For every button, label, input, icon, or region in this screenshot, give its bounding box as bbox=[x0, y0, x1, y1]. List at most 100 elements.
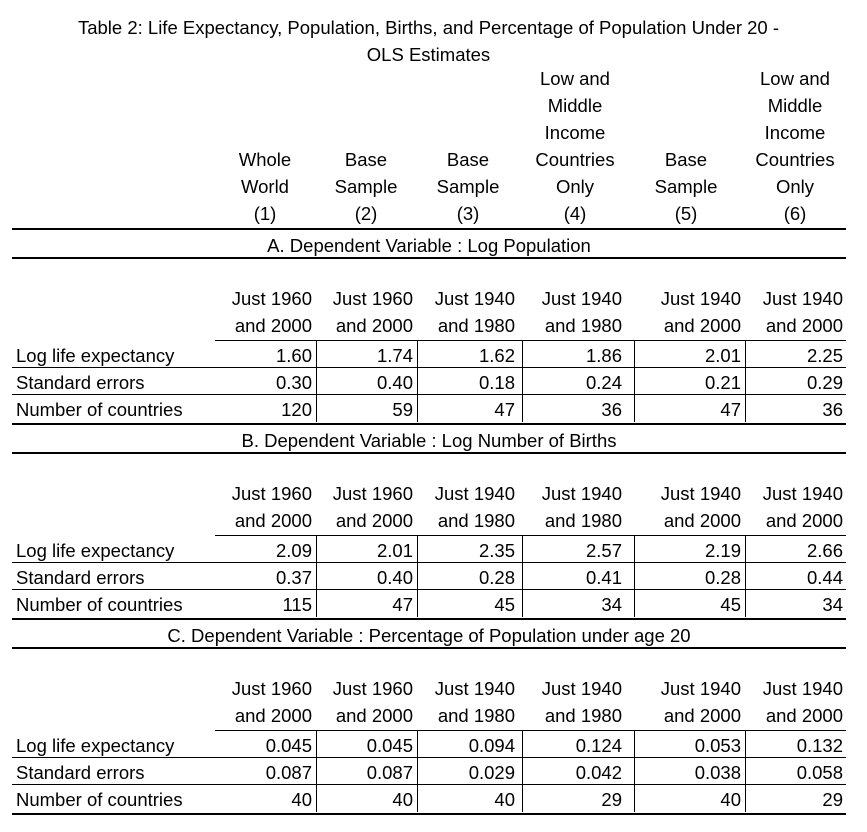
rule-line bbox=[12, 784, 846, 785]
column-header-3: Base Sample (3) bbox=[413, 146, 523, 227]
table-cell: 2.19 bbox=[704, 540, 741, 561]
table-cell: 0.132 bbox=[796, 735, 843, 756]
table-title: Table 2: Life Expectancy, Population, Bi… bbox=[0, 14, 857, 68]
period-line: Just 1960 bbox=[332, 483, 413, 504]
period-line: Just 1960 bbox=[231, 678, 312, 699]
table-cell: 0.058 bbox=[796, 762, 843, 783]
column-divider bbox=[634, 730, 635, 812]
table-cell: 0.41 bbox=[585, 567, 622, 588]
table-cell: 36 bbox=[601, 399, 622, 420]
period-header-5: Just 1940 and 2000 bbox=[641, 675, 741, 729]
column-header-line: Countries bbox=[755, 149, 835, 170]
panel-a: A. Dependent Variable : Log Population Ju… bbox=[0, 228, 867, 425]
period-header-3: Just 1940 and 1980 bbox=[415, 480, 515, 534]
column-header-line: Middle bbox=[767, 95, 823, 116]
column-header-5: Base Sample (5) bbox=[631, 146, 741, 227]
column-divider bbox=[417, 535, 418, 617]
column-divider bbox=[522, 535, 523, 617]
table-cell: 0.28 bbox=[478, 567, 515, 588]
column-header-line: Base bbox=[446, 149, 490, 170]
column-divider bbox=[634, 535, 635, 617]
table-cell: 0.21 bbox=[704, 372, 741, 393]
column-header-1: Whole World (1) bbox=[210, 146, 320, 227]
column-headers: Whole World (1) Base Sample (2) Base Sample (3) L… bbox=[0, 65, 867, 227]
rule-line bbox=[12, 394, 846, 395]
table-cell: 0.045 bbox=[366, 735, 413, 756]
period-header-5: Just 1940 and 2000 bbox=[641, 480, 741, 534]
period-header-4: Just 1940 and 1980 bbox=[522, 480, 622, 534]
period-line: and 2000 bbox=[663, 315, 741, 336]
table-cell: 0.045 bbox=[265, 735, 312, 756]
period-header-2: Just 1960 and 2000 bbox=[313, 675, 413, 729]
row-label: Standard errors bbox=[16, 567, 145, 588]
column-header-2: Base Sample (2) bbox=[311, 146, 421, 227]
period-line: and 2000 bbox=[663, 510, 741, 531]
column-divider bbox=[417, 340, 418, 422]
table-cell: 0.37 bbox=[275, 567, 312, 588]
period-header-1: Just 1960 and 2000 bbox=[212, 675, 312, 729]
table-cell: 36 bbox=[822, 399, 843, 420]
column-number: (1) bbox=[253, 203, 277, 224]
rule-line bbox=[215, 535, 846, 536]
table-cell: 34 bbox=[822, 594, 843, 615]
rule-line bbox=[215, 730, 846, 731]
rule-line bbox=[12, 423, 846, 425]
table-cell: 47 bbox=[392, 594, 413, 615]
column-divider bbox=[745, 535, 746, 617]
table-cell: 120 bbox=[281, 399, 312, 420]
table-cell: 0.038 bbox=[694, 762, 741, 783]
period-header-3: Just 1940 and 1980 bbox=[415, 675, 515, 729]
table-cell: 0.28 bbox=[704, 567, 741, 588]
rule-line bbox=[12, 589, 846, 590]
column-header-line: Base bbox=[664, 149, 708, 170]
table-cell: 29 bbox=[601, 789, 622, 810]
table-cell: 2.35 bbox=[478, 540, 515, 561]
period-line: and 1980 bbox=[544, 705, 622, 726]
table-cell: 2.57 bbox=[585, 540, 622, 561]
period-header-6: Just 1940 and 2000 bbox=[743, 480, 843, 534]
period-line: and 1980 bbox=[437, 705, 515, 726]
table-cell: 115 bbox=[282, 594, 313, 615]
row-label: Log life expectancy bbox=[16, 345, 175, 366]
table-cell: 0.042 bbox=[575, 762, 622, 783]
table-cell: 2.01 bbox=[704, 345, 741, 366]
table-cell: 2.09 bbox=[275, 540, 312, 561]
period-line: Just 1940 bbox=[762, 483, 843, 504]
period-line: Just 1940 bbox=[762, 678, 843, 699]
table-cell: 0.124 bbox=[575, 735, 622, 756]
panel-title: C. Dependent Variable : Percentage of Po… bbox=[167, 625, 691, 646]
column-number: (6) bbox=[783, 203, 807, 224]
column-divider bbox=[745, 340, 746, 422]
column-header-line: Low and bbox=[760, 68, 830, 89]
period-line: and 2000 bbox=[765, 510, 843, 531]
column-number: (4) bbox=[563, 203, 587, 224]
period-line: Just 1940 bbox=[660, 288, 741, 309]
column-header-6: Low and Middle Income Countries Only (6) bbox=[740, 65, 850, 227]
period-line: Just 1940 bbox=[541, 483, 622, 504]
table-cell: 40 bbox=[494, 789, 515, 810]
table-cell: 2.25 bbox=[806, 345, 843, 366]
table-cell: 47 bbox=[494, 399, 515, 420]
period-line: and 2000 bbox=[335, 705, 413, 726]
column-header-line: Sample bbox=[334, 176, 398, 197]
table-cell: 0.30 bbox=[275, 372, 312, 393]
period-line: and 1980 bbox=[437, 315, 515, 336]
column-header-line: Only bbox=[775, 176, 815, 197]
period-line: Just 1940 bbox=[541, 678, 622, 699]
column-header-line: Countries bbox=[535, 149, 615, 170]
row-label: Standard errors bbox=[16, 372, 145, 393]
period-line: and 2000 bbox=[765, 705, 843, 726]
period-line: and 2000 bbox=[234, 315, 312, 336]
period-header-5: Just 1940 and 2000 bbox=[641, 285, 741, 339]
period-header-1: Just 1960 and 2000 bbox=[212, 285, 312, 339]
column-divider bbox=[316, 730, 317, 812]
period-header-4: Just 1940 and 1980 bbox=[522, 675, 622, 729]
period-line: and 2000 bbox=[765, 315, 843, 336]
table-cell: 40 bbox=[291, 789, 312, 810]
period-header-6: Just 1940 and 2000 bbox=[743, 285, 843, 339]
period-line: Just 1940 bbox=[762, 288, 843, 309]
table-cell: 47 bbox=[720, 399, 741, 420]
row-label: Log life expectancy bbox=[16, 735, 175, 756]
period-line: Just 1940 bbox=[434, 483, 515, 504]
table-cell: 40 bbox=[392, 789, 413, 810]
